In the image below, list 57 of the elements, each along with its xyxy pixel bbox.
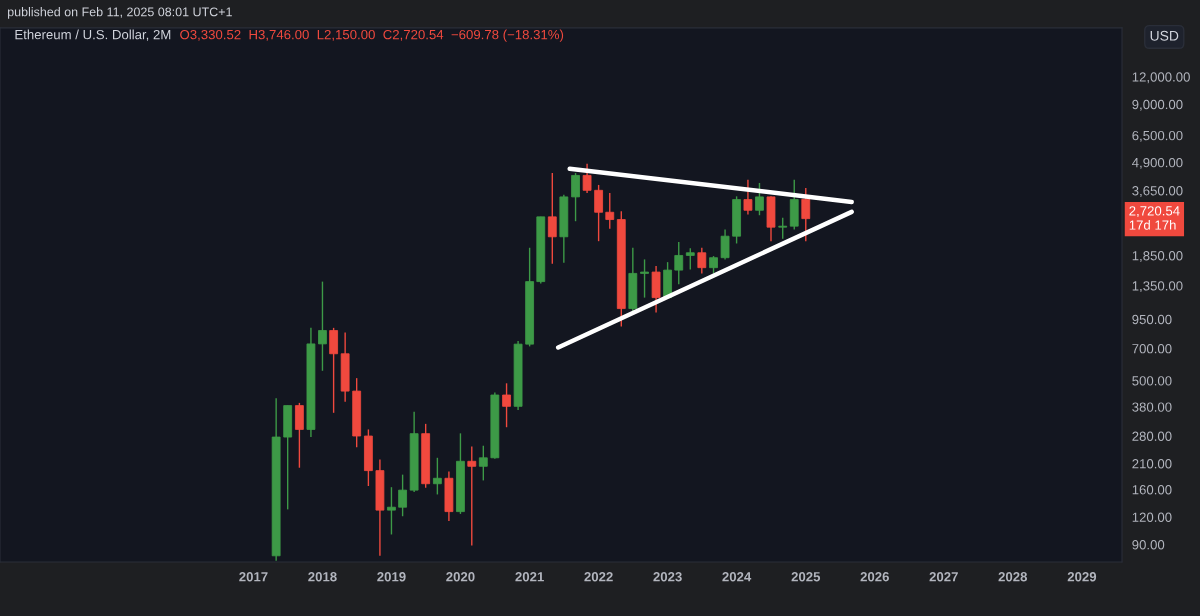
y-tick-label: 160.00 [1132, 485, 1172, 495]
text: USD [1150, 30, 1179, 41]
candlestick [778, 217, 788, 240]
x-tick-label: 2018 [308, 572, 337, 582]
x-tick-label: 2029 [1067, 572, 1097, 582]
y-tick-label: 6,500.00 [1132, 130, 1183, 142]
candlestick [640, 258, 649, 299]
x-tick-label: 2019 [377, 572, 406, 582]
candlestick [329, 327, 338, 414]
candlestick [318, 280, 327, 372]
x-tick-label: 2021 [515, 572, 544, 582]
y-tick-label: 1,350.00 [1132, 281, 1183, 293]
y-tick-label: 3,650.00 [1132, 186, 1183, 198]
candlestick [674, 241, 684, 285]
candlestick [720, 228, 730, 261]
chart-title: Ethereum / U.S. Dollar, 2M [15, 29, 171, 41]
y-tick-label: 280.00 [1132, 431, 1172, 441]
x-tick-label: 2022 [584, 572, 613, 582]
y-tick-label: 9,000.00 [1132, 99, 1183, 111]
candlestick [432, 457, 442, 496]
y-tick-label: 380.00 [1132, 402, 1172, 412]
candlestick [467, 445, 477, 547]
y-tick-label: 950.00 [1132, 314, 1172, 325]
y-tick-label: 90.00 [1132, 540, 1165, 550]
y-tick-label: 120.00 [1132, 512, 1172, 522]
x-tick-label: 2024 [722, 572, 752, 582]
candlestick [478, 445, 488, 482]
candlestick [801, 187, 811, 242]
x-tick-label: 2020 [446, 572, 475, 582]
candlestick [605, 192, 615, 230]
chart-subtitle: O3,330.52 H3,746.00 L2,150.00 C2,720.54 −609.78 (−18.31%) [180, 29, 564, 42]
y-tick-label: 4,900.00 [1132, 157, 1183, 169]
text: published on Feb 11, 2025 08:01 UTC+1 [8, 7, 232, 19]
text: 2,720.54 17d 17h [1129, 206, 1180, 230]
x-tick-label: 2025 [791, 572, 821, 582]
candlestick [547, 172, 557, 265]
candlestick [398, 473, 407, 517]
x-tick-label: 2017 [239, 572, 268, 582]
y-tick-label: 210.00 [1132, 459, 1172, 469]
y-tick-label: 1,850.00 [1132, 251, 1183, 262]
candlestick [582, 162, 592, 194]
x-tick-label: 2027 [929, 572, 958, 582]
x-tick-label: 2028 [998, 572, 1028, 582]
y-tick-label: 500.00 [1132, 376, 1172, 386]
candlestick [502, 382, 511, 428]
candlestick [571, 172, 580, 222]
candlestick [685, 247, 695, 271]
candlestick [755, 182, 764, 216]
candlestick [697, 247, 707, 275]
y-tick-label: 700.00 [1132, 343, 1172, 354]
candlestick [295, 402, 304, 469]
candlestick [743, 179, 753, 216]
candlestick [387, 486, 396, 536]
x-tick-label: 2023 [653, 572, 682, 582]
y-tick-label: 12,000.00 [1132, 72, 1190, 84]
x-tick-label: 2026 [860, 572, 889, 582]
candlestick [594, 184, 603, 242]
